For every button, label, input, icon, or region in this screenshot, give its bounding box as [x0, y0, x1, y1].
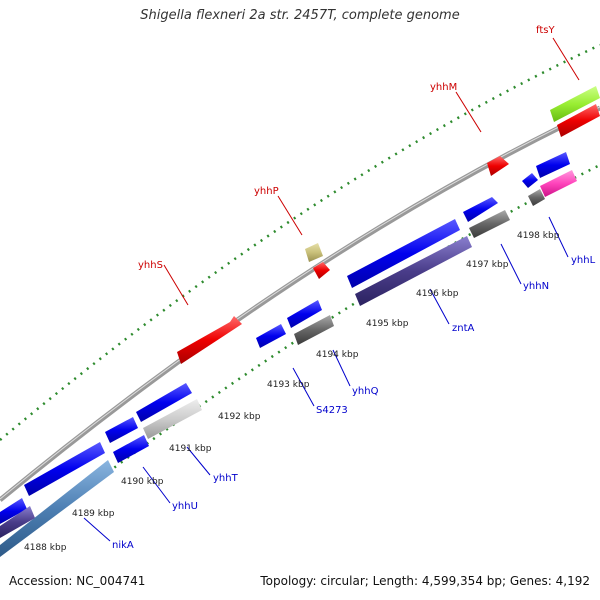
- feature-yhhP-tan[interactable]: [305, 243, 323, 262]
- feature-left-dark[interactable]: [0, 506, 35, 538]
- genome-summary: Topology: circular; Length: 4,599,354 bp…: [260, 574, 590, 588]
- feature-S4273[interactable]: [256, 324, 286, 348]
- accession-label: Accession: NC_004741: [9, 574, 146, 588]
- feature-nikA-blue[interactable]: [24, 442, 105, 496]
- scale-label: 4198 kbp: [517, 231, 560, 241]
- scale-label: 4195 kbp: [366, 319, 409, 329]
- feature-yhhT-light[interactable]: [143, 399, 202, 439]
- gc-track-lower: [0, 163, 600, 556]
- gene-label-yhhS[interactable]: yhhS: [138, 260, 163, 271]
- scale-label: 4194 kbp: [316, 350, 359, 360]
- feature-yhhU-blue-b[interactable]: [113, 435, 149, 463]
- feature-ftsY-green[interactable]: [550, 86, 600, 122]
- scale-label: 4197 kbp: [466, 260, 509, 270]
- gene-label-zntA[interactable]: zntA: [452, 323, 475, 334]
- feature-zntA-dark[interactable]: [355, 236, 472, 306]
- gene-label-nikA[interactable]: nikA: [112, 540, 134, 551]
- feature-yhhL-pink[interactable]: [540, 170, 577, 197]
- scale-label: 4190 kbp: [121, 477, 164, 487]
- feature-yhhN-blue[interactable]: [463, 197, 498, 222]
- gene-label-yhhM[interactable]: yhhM: [430, 82, 457, 93]
- feature-yhhU-blue-a[interactable]: [105, 417, 138, 443]
- feature-nikA-steel[interactable]: [0, 460, 114, 557]
- scale-label: 4191 kbp: [169, 444, 212, 454]
- scale-label: 4196 kbp: [416, 289, 459, 299]
- feature-yhhQ-blue[interactable]: [287, 300, 322, 328]
- genome-backbone-highlight: [0, 106, 600, 500]
- feature-yhhL-blue-b[interactable]: [536, 152, 570, 178]
- feature-yhhT-blue[interactable]: [136, 383, 192, 422]
- gene-label-yhhT[interactable]: yhhT: [213, 473, 239, 484]
- gene-label-yhhP[interactable]: yhhP: [254, 186, 279, 197]
- bottom-leader-lines: [83, 216, 569, 542]
- scale-label: 4189 kbp: [72, 509, 115, 519]
- gene-label-ftsY[interactable]: ftsY: [536, 25, 555, 36]
- scale-label: 4192 kbp: [218, 412, 261, 422]
- gene-label-yhhQ[interactable]: yhhQ: [352, 386, 379, 397]
- genome-title: Shigella flexneri 2a str. 2457T, complet…: [140, 8, 460, 23]
- feature-yhhM[interactable]: [487, 156, 509, 176]
- feature-yhhQ-gray[interactable]: [294, 315, 334, 345]
- feature-yhhL-gray[interactable]: [528, 189, 545, 206]
- feature-ftsY-red[interactable]: [557, 104, 600, 137]
- gene-label-S4273[interactable]: S4273: [316, 405, 348, 416]
- gc-track-upper: [0, 43, 600, 441]
- scale-label: 4188 kbp: [24, 543, 67, 553]
- feature-zntA-blue[interactable]: [347, 219, 460, 288]
- gene-label-yhhL[interactable]: yhhL: [571, 255, 596, 266]
- feature-yhhL-blue-a[interactable]: [522, 173, 538, 188]
- gene-label-yhhN[interactable]: yhhN: [523, 281, 549, 292]
- feature-left-blue[interactable]: [0, 498, 27, 524]
- gene-label-yhhU[interactable]: yhhU: [172, 501, 198, 512]
- top-leader-lines: [163, 37, 580, 306]
- scale-label: 4193 kbp: [267, 380, 310, 390]
- feature-yhhP-red[interactable]: [313, 262, 330, 279]
- feature-yhhN-gray[interactable]: [469, 210, 510, 238]
- genome-backbone: [0, 105, 600, 502]
- feature-yhhS[interactable]: [177, 316, 242, 364]
